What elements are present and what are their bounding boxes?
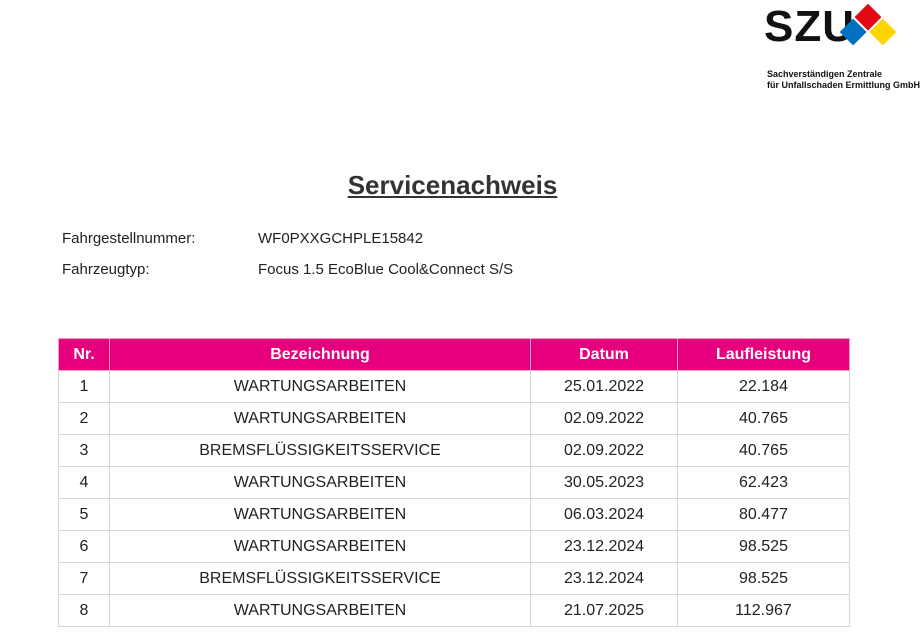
table-body: 1 WARTUNGSARBEITEN 25.01.2022 22.184 2 WARTUN… (58, 370, 850, 627)
table-cell: 80.477 (677, 498, 850, 531)
table-row: 1 WARTUNGSARBEITEN 25.01.2022 22.184 (58, 370, 850, 403)
column-header: Laufleistung (677, 338, 850, 371)
table-cell: WARTUNGSARBEITEN (109, 498, 531, 531)
table-cell: 1 (58, 370, 110, 403)
table-cell: WARTUNGSARBEITEN (109, 466, 531, 499)
table-row: 6 WARTUNGSARBEITEN 23.12.2024 98.525 (58, 530, 850, 563)
table-cell: 06.03.2024 (530, 498, 678, 531)
column-header: Bezeichnung (109, 338, 531, 371)
table-cell: 25.01.2022 (530, 370, 678, 403)
table-cell: WARTUNGSARBEITEN (109, 402, 531, 435)
logo-line: für Unfallschaden Ermittlung GmbH (767, 80, 920, 90)
table-cell: 98.525 (677, 530, 850, 563)
table-row: 2 WARTUNGSARBEITEN 02.09.2022 40.765 (58, 402, 850, 435)
table-cell: 5 (58, 498, 110, 531)
field-label: Fahrzeugtyp: (62, 261, 150, 278)
table-row: 7 BREMSFLÜSSIGKEITSSERVICE 23.12.2024 98.52… (58, 562, 850, 595)
logo-line: Sachverständigen Zentrale (767, 69, 883, 79)
table-cell: 112.967 (677, 594, 850, 627)
field-value: WF0PXXGCHPLE15842 (258, 230, 424, 247)
table-cell: 22.184 (677, 370, 850, 403)
table-cell: 40.765 (677, 434, 850, 467)
table-cell: 21.07.2025 (530, 594, 678, 627)
field-label: Fahrgestellnummer: (62, 230, 196, 247)
table-row: 4 WARTUNGSARBEITEN 30.05.2023 62.423 (58, 466, 850, 499)
table-row: 8 WARTUNGSARBEITEN 21.07.2025 112.967 (58, 594, 850, 627)
column-header: Nr. (58, 338, 110, 371)
table-cell: 30.05.2023 (530, 466, 678, 499)
logo-mark (839, 3, 897, 61)
table-cell: BREMSFLÜSSIGKEITSSERVICE (109, 562, 531, 595)
table-cell: 62.423 (677, 466, 850, 499)
table-cell: 23.12.2024 (530, 562, 678, 595)
logo-name: SZU (764, 2, 855, 51)
header-row: Nr. Bezeichnung Datum Laufleistung (58, 338, 850, 371)
table-cell: 4 (58, 466, 110, 499)
column-header: Datum (530, 338, 678, 371)
table-cell: 2 (58, 402, 110, 435)
field-value: Focus 1.5 EcoBlue Cool&Connect S/S (258, 261, 514, 278)
table-cell: 8 (58, 594, 110, 627)
table-cell: WARTUNGSARBEITEN (109, 530, 531, 563)
table-cell: 98.525 (677, 562, 850, 595)
table-cell: WARTUNGSARBEITEN (109, 370, 531, 403)
table-cell: BREMSFLÜSSIGKEITSSERVICE (109, 434, 531, 467)
table-row: 5 WARTUNGSARBEITEN 06.03.2024 80.477 (58, 498, 850, 531)
table-cell: 02.09.2022 (530, 402, 678, 435)
table-cell: 7 (58, 562, 110, 595)
service-table: Nr. Bezeichnung Datum Laufleistung 1 WARTUNG… (58, 338, 850, 627)
document-title: Servicenachweis (347, 170, 558, 200)
table-cell: 23.12.2024 (530, 530, 678, 563)
table-row: 3 BREMSFLÜSSIGKEITSSERVICE 02.09.2022 40.76… (58, 434, 850, 467)
table-cell: 02.09.2022 (530, 434, 678, 467)
table-cell: WARTUNGSARBEITEN (109, 594, 531, 627)
table-cell: 6 (58, 530, 110, 563)
table-cell: 3 (58, 434, 110, 467)
table-cell: 40.765 (677, 402, 850, 435)
